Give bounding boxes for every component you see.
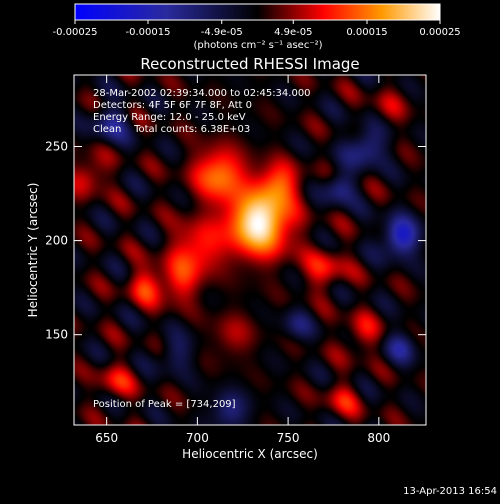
y-tick-label: 200: [45, 234, 68, 248]
info-line-energy: Energy Range: 12.0 - 25.0 keV: [93, 112, 246, 123]
x-axis-label: Heliocentric X (arcsec): [182, 447, 318, 461]
x-axis-ticks: 650 700 750 800: [95, 75, 390, 445]
y-tick-label: 250: [45, 140, 68, 154]
y-tick-label: 150: [45, 328, 68, 342]
colorbar-tick-label: -0.00025: [53, 27, 98, 38]
timestamp: 13-Apr-2013 16:54: [403, 486, 497, 497]
x-tick-label: 700: [186, 431, 209, 445]
colorbar-tick-label: -4.9e-05: [201, 27, 243, 38]
colorbar-tick-label: 0.00015: [346, 27, 387, 38]
x-tick-label: 650: [95, 431, 118, 445]
x-tick-label: 750: [277, 431, 300, 445]
heatmap-container: [74, 75, 426, 425]
info-line-time: 28-Mar-2002 02:39:34.000 to 02:45:34.000: [93, 88, 311, 99]
info-line-detectors: Detectors: 4F 5F 6F 7F 8F, Att 0: [93, 100, 252, 111]
colorbar-units: (photons cm⁻² s⁻¹ asec⁻²): [193, 40, 322, 51]
colorbar-tick-label: 4.9e-05: [274, 27, 312, 38]
y-axis-label: Heliocentric Y (arcsec): [26, 183, 40, 318]
chart-title: Reconstructed RHESSI Image: [140, 55, 359, 73]
colorbar-tick-label: -0.00015: [126, 27, 171, 38]
y-axis-ticks: 150 200 250: [45, 140, 426, 342]
plot-frame: [73, 74, 427, 426]
peak-position-label: Position of Peak = [734,209]: [93, 399, 236, 410]
info-line-counts: Clean Total counts: 6.38E+03: [93, 124, 250, 135]
info-annotation: 28-Mar-2002 02:39:34.000 to 02:45:34.000…: [93, 88, 311, 135]
colorbar-gradient: [74, 3, 441, 21]
x-tick-label: 800: [367, 431, 390, 445]
heatmap-image: [74, 75, 426, 425]
colorbar-ticks: -0.00025 -0.00015 -4.9e-05 4.9e-05 0.00015 0.…: [53, 20, 461, 38]
colorbar: -0.00025 -0.00015 -4.9e-05 4.9e-05 0.00015 0.…: [53, 3, 461, 51]
colorbar-tick-label: 0.00025: [419, 27, 460, 38]
